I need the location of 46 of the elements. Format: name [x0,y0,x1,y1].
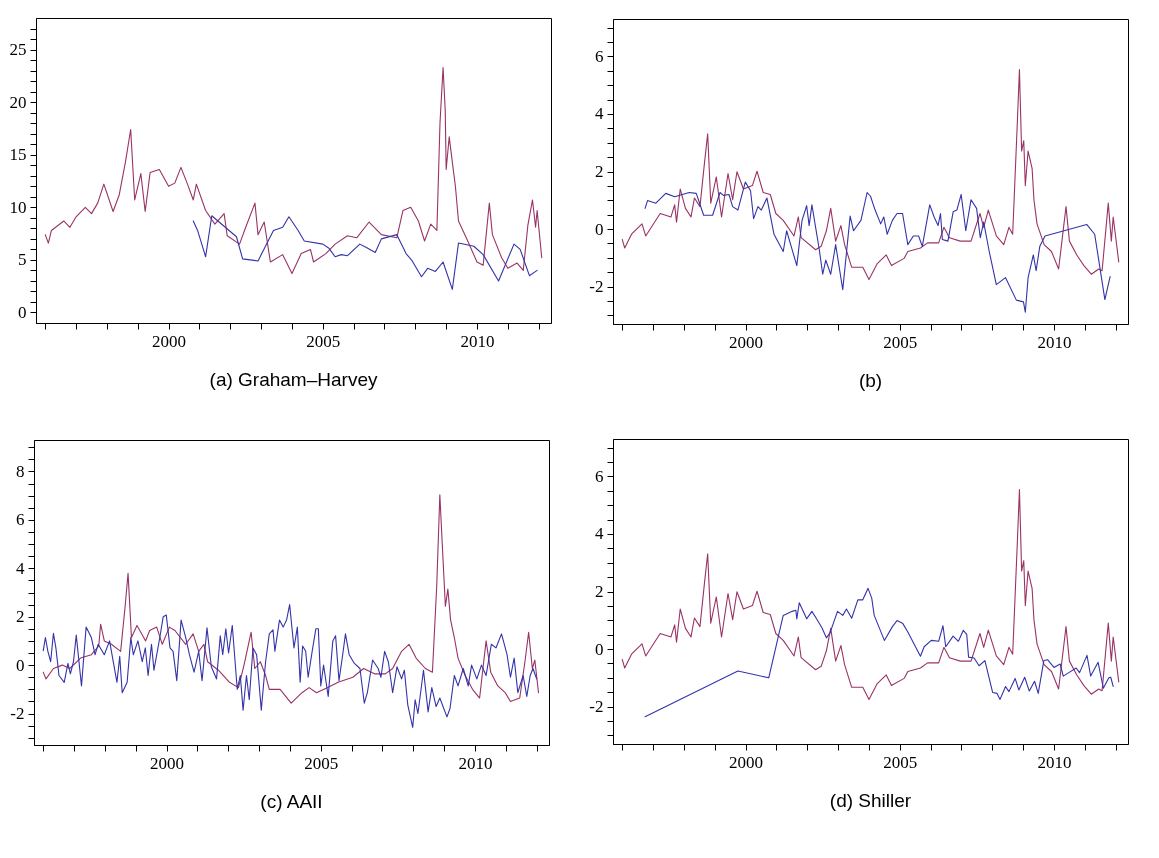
y-tick-label: 6 [595,466,604,486]
x-tick-label: 2005 [883,752,918,772]
y-tick-label: 2 [16,607,25,627]
line-series [192,215,538,290]
y-tick-label: 6 [595,46,604,66]
y-tick-label: 25 [9,40,27,60]
y-tick-label: 4 [595,104,604,124]
x-tick-label: 2010 [1037,752,1072,772]
x-tick-label: 2010 [460,331,495,351]
y-tick-label: -2 [10,704,25,724]
x-tick-label: 2000 [152,331,187,351]
text: (b) [858,370,883,391]
y-tick-label: -2 [589,277,604,297]
line-series [644,587,1114,718]
line-series [42,494,540,704]
text: (a) Graham–Harvey [209,369,378,390]
text: (c) AAII [260,791,323,812]
y-tick-label: 15 [9,145,27,165]
x-tick-label: 2000 [729,332,764,352]
y-tick-label: -2 [589,697,604,717]
y-tick-label: 20 [9,92,27,112]
y-tick-label: 4 [595,524,604,544]
x-tick-label: 2000 [150,753,185,773]
y-tick-label: 10 [9,197,27,217]
line-series [644,181,1111,313]
x-tick-label: 2005 [883,332,918,352]
y-tick-label: 0 [595,219,604,239]
y-tick-label: 8 [16,461,25,481]
y-tick-label: 2 [595,162,604,181]
y-tick-label: 0 [16,655,25,675]
line-series [621,69,1120,280]
x-tick-label: 2005 [304,753,339,773]
x-tick-label: 2000 [729,752,764,772]
line-series [621,489,1120,700]
x-tick-label: 2010 [1037,332,1072,352]
line-series [44,66,543,275]
y-tick-label: 4 [16,558,25,578]
text: (d) Shiller [829,790,912,811]
x-tick-label: 2005 [306,331,341,351]
y-tick-label: 0 [595,639,604,659]
y-tick-label: 6 [16,510,25,530]
y-tick-label: 2 [595,582,604,601]
line-series [42,604,538,728]
x-tick-label: 2010 [458,753,493,773]
y-tick-label: 0 [18,302,27,322]
y-tick-label: 5 [18,250,27,270]
